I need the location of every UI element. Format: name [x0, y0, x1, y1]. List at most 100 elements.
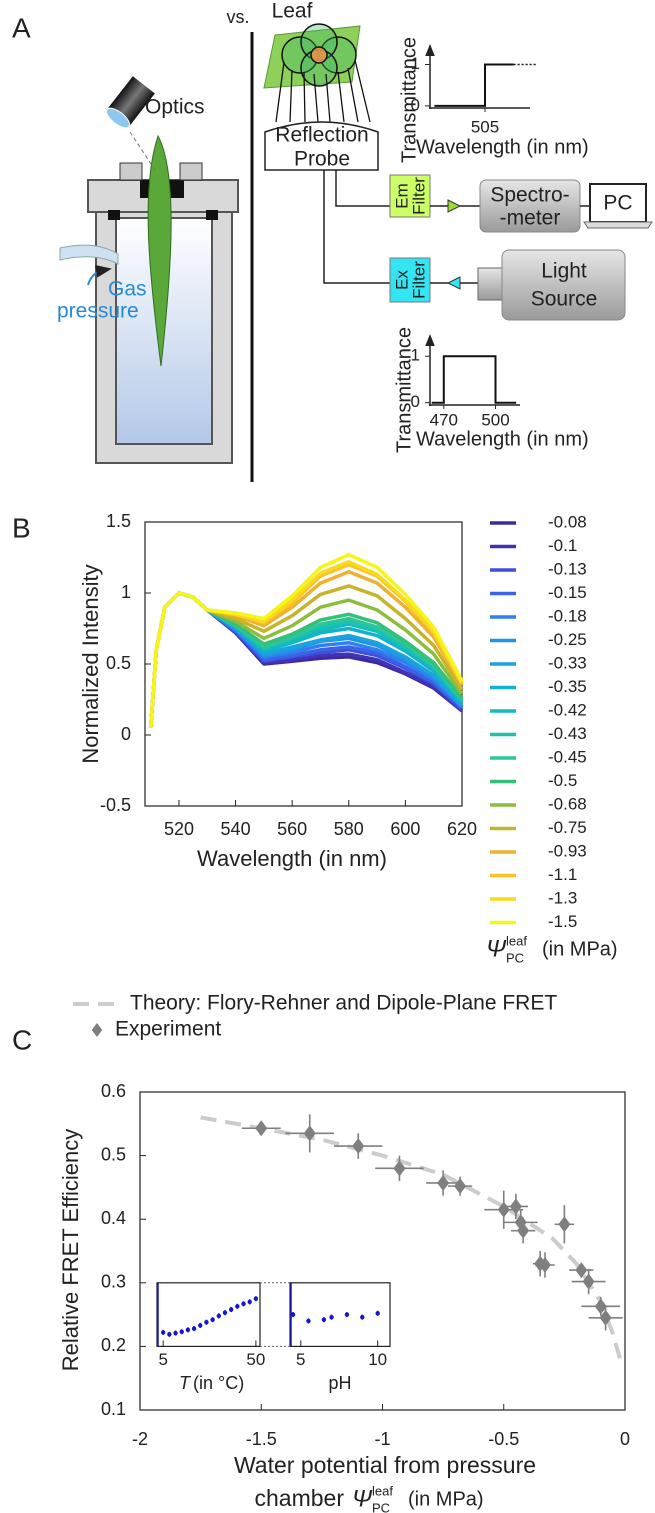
x-tick-label: 600 [390, 819, 420, 839]
data-point [437, 1174, 450, 1191]
em-filter-label: Em [392, 183, 411, 209]
y-axis-label: Transmittance [393, 327, 415, 453]
legend-label: -0.42 [548, 700, 587, 719]
legend-label: -0.08 [548, 512, 587, 531]
series-line [148, 552, 464, 729]
x-tick-label: -2 [132, 1429, 148, 1449]
data-point [191, 1326, 197, 1331]
data-point [160, 1330, 166, 1335]
x-tick-label: -0.5 [488, 1429, 519, 1449]
light-source-label: Source [531, 288, 598, 311]
y-tick-label: 0.1 [101, 1399, 126, 1419]
psi-symbol: Ψ [352, 1485, 373, 1512]
legend-marker [91, 1023, 103, 1037]
psi-sub: PC [506, 950, 524, 965]
data-point [210, 1317, 215, 1322]
data-point [216, 1313, 221, 1319]
pc-label: PC [603, 192, 632, 215]
data-point [517, 1222, 530, 1239]
data-point [306, 1318, 311, 1324]
series-line [200, 1115, 623, 1360]
data-point [582, 1273, 595, 1290]
legend-label: -0.35 [548, 677, 587, 696]
screw [179, 162, 203, 181]
data-point [185, 1327, 191, 1333]
legend-label: -1.1 [548, 865, 577, 884]
data-point [321, 1317, 327, 1322]
data-point [204, 1320, 209, 1325]
y-tick-label: 0.5 [106, 653, 131, 673]
inset-frame [289, 1282, 391, 1348]
data-point [303, 1125, 316, 1142]
x-tick-label: 580 [334, 819, 364, 839]
data-point [222, 1310, 228, 1315]
x-tick-label: 520 [164, 819, 194, 839]
light-nozzle [477, 267, 503, 301]
data-point [247, 1299, 252, 1305]
legend-label: -0.15 [548, 583, 587, 602]
legend-label: -0.18 [548, 606, 587, 625]
y-axis-label: Transmittance [398, 37, 420, 163]
fibers [275, 59, 371, 123]
screw [119, 162, 143, 181]
data-point [235, 1304, 240, 1309]
data-point [558, 1216, 571, 1233]
legend-label: -0.33 [548, 653, 587, 672]
y-tick-label: 0.2 [101, 1335, 126, 1355]
data-point [509, 1198, 522, 1215]
x-tick-label: 0 [620, 1429, 630, 1449]
psi-unit: (in MPa) [542, 938, 618, 960]
x-axis-label: pH [328, 1373, 351, 1393]
light-source-label: Light [541, 260, 587, 283]
y-tick-label: 0 [411, 95, 420, 114]
data-point [575, 1262, 588, 1279]
step-line [431, 355, 517, 404]
y-tick-label: 1 [411, 54, 420, 73]
legend-label: -0.75 [548, 818, 587, 837]
x-tick-label: 5 [296, 1350, 305, 1369]
legend-label: -0.13 [548, 559, 587, 578]
data-point [255, 1120, 268, 1137]
x-tick-label: 620 [447, 819, 477, 839]
optics-camera [105, 76, 155, 129]
y-axis-label: Normalized Intensity [78, 564, 103, 763]
spectrometer-label: -meter [500, 207, 561, 230]
data-point [329, 1314, 334, 1320]
vs-text: vs. [226, 7, 249, 27]
camera-lens [105, 107, 131, 129]
psi-sub: PC [372, 1500, 390, 1513]
ex-filter [389, 257, 431, 303]
seal [206, 210, 218, 220]
probe-label: Probe [294, 148, 350, 171]
data-point [167, 1332, 172, 1337]
data-point [290, 1312, 296, 1317]
optics-beam [129, 131, 156, 171]
data-point [393, 1160, 406, 1177]
x-axis-symbol: T [179, 1373, 192, 1393]
x-axis-label: Wavelength (in nm) [416, 136, 589, 158]
probe-box [264, 121, 379, 171]
optics-label: Optics [145, 96, 205, 119]
step-line [434, 63, 514, 107]
psi-symbol: Ψ [486, 935, 507, 962]
data-point [454, 1178, 467, 1195]
psi-sup: leaf [372, 1483, 393, 1498]
psi-sup: leaf [506, 933, 527, 948]
probe-label: Reflection [275, 124, 368, 147]
data-point [253, 1296, 259, 1301]
x-tick-label: 50 [246, 1350, 265, 1369]
x-axis-label: (in °C) [193, 1373, 244, 1393]
x-tick-label: 505 [471, 117, 499, 136]
inset-frame [156, 1282, 261, 1348]
legend-label: -1.3 [548, 888, 577, 907]
pc-base [583, 221, 653, 229]
gas-label: pressure [57, 300, 139, 323]
panel-label: A [12, 12, 31, 43]
data-point [344, 1312, 350, 1317]
data-point [538, 1256, 551, 1273]
y-tick-label: 0.5 [101, 1144, 126, 1164]
data-point [599, 1309, 612, 1326]
em-filter [389, 174, 431, 218]
legend-label: -0.5 [548, 771, 577, 790]
